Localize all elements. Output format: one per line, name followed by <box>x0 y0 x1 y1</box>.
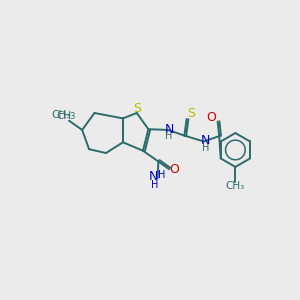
Text: N: N <box>201 134 210 147</box>
Text: CH: CH <box>57 111 72 121</box>
Text: N: N <box>148 170 158 183</box>
Text: CH₃: CH₃ <box>226 181 245 191</box>
Text: S: S <box>134 102 142 115</box>
Text: O: O <box>169 163 179 176</box>
Text: H: H <box>166 131 173 141</box>
Text: H: H <box>202 143 209 153</box>
Text: N: N <box>164 123 174 136</box>
Text: H: H <box>151 180 158 190</box>
Text: CH₃: CH₃ <box>52 110 71 119</box>
Text: 3: 3 <box>69 112 75 121</box>
Text: S: S <box>188 107 196 120</box>
Text: H: H <box>158 170 165 180</box>
Text: O: O <box>207 111 216 124</box>
